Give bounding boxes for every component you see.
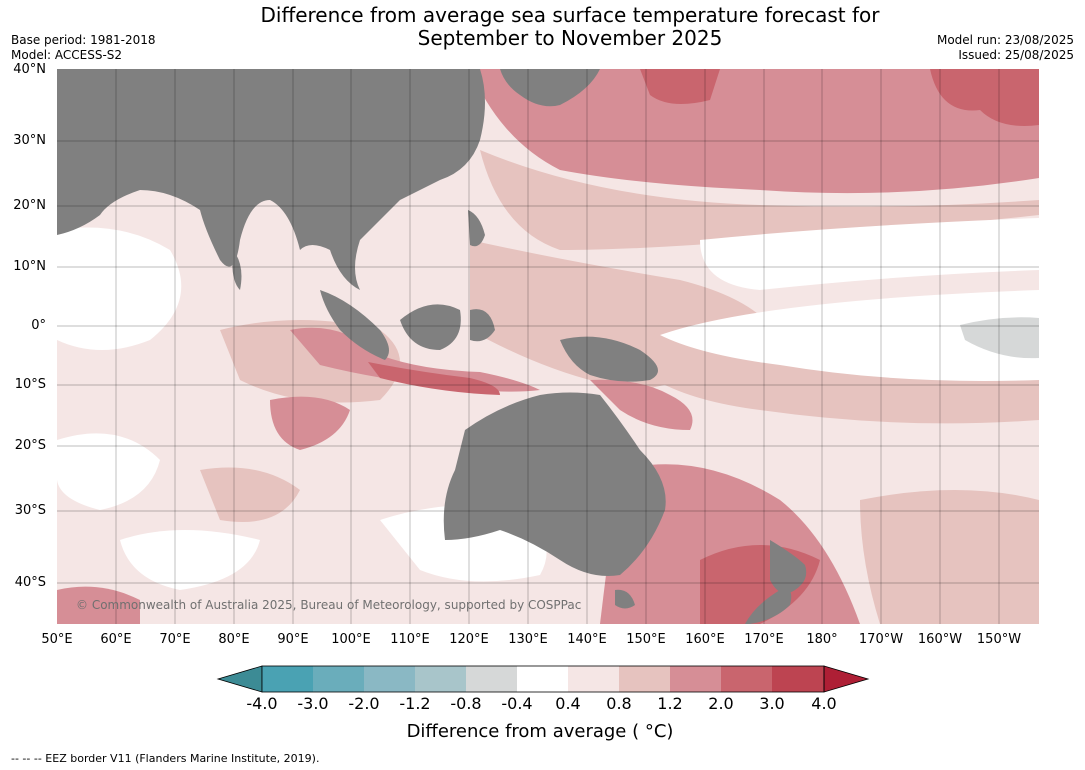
lat-label: 10°N bbox=[13, 259, 46, 274]
colorbar-tick: 3.0 bbox=[759, 694, 785, 713]
colorbar-tick: -0.4 bbox=[501, 694, 533, 713]
sumatra bbox=[320, 290, 389, 360]
colorbar-tick: 2.0 bbox=[708, 694, 734, 713]
lon-label: 160°E bbox=[685, 632, 725, 647]
model-name: Model: ACCESS-S2 bbox=[11, 48, 123, 62]
graticule bbox=[57, 69, 1039, 624]
lon-label: 170°W bbox=[858, 632, 904, 647]
colorbar-tick: -4.0 bbox=[246, 694, 278, 713]
colorbar-tick: -2.0 bbox=[348, 694, 380, 713]
south-indian-warm bbox=[200, 467, 300, 522]
arabian-sea-neutral bbox=[57, 227, 182, 350]
map-title: Difference from average sea surface temp… bbox=[200, 4, 940, 50]
southern-indian-neutral bbox=[120, 530, 260, 590]
north-pacific-hot-spot-2 bbox=[930, 69, 1039, 126]
colorbar-bin bbox=[670, 666, 721, 692]
land-masses bbox=[57, 69, 807, 624]
colorbar-label: Difference from average ( °C) bbox=[406, 721, 674, 742]
japan bbox=[500, 69, 600, 107]
lon-label: 50°E bbox=[41, 632, 73, 647]
colorbar-bin bbox=[721, 666, 772, 692]
map-area bbox=[57, 69, 1039, 624]
indian-ocean-hot-spot bbox=[270, 396, 350, 450]
lon-label: 110°E bbox=[390, 632, 430, 647]
north-pacific-warm-region bbox=[470, 69, 1039, 194]
colorbar-tick: 0.8 bbox=[606, 694, 632, 713]
arabian-peninsula bbox=[57, 163, 104, 213]
colorbar-high-arrow bbox=[823, 665, 870, 693]
eez-footer-note: -- -- -- EEZ border V11 (Flanders Marine… bbox=[11, 752, 320, 765]
title-line-2: September to November 2025 bbox=[417, 26, 723, 50]
lon-label: 80°E bbox=[218, 632, 250, 647]
colorbar-tick: 1.2 bbox=[657, 694, 683, 713]
colorbar bbox=[216, 665, 870, 693]
copyright-notice: © Commonwealth of Australia 2025, Bureau… bbox=[76, 598, 582, 612]
meta-right: Model run: 23/08/2025 Issued: 25/08/2025 bbox=[937, 33, 1074, 63]
lon-label: 90°E bbox=[277, 632, 309, 647]
equatorial-cool-patch bbox=[960, 317, 1039, 359]
lon-label: 130°E bbox=[508, 632, 548, 647]
lon-label: 120°E bbox=[449, 632, 489, 647]
philippines bbox=[468, 210, 485, 247]
colorbar-tick: 0.4 bbox=[555, 694, 581, 713]
colorbar-bin bbox=[517, 666, 568, 692]
lon-label: 140°E bbox=[567, 632, 607, 647]
sri-lanka bbox=[232, 250, 242, 290]
new-guinea bbox=[560, 336, 658, 382]
lon-label: 150°E bbox=[626, 632, 666, 647]
lat-label: 40°N bbox=[13, 62, 46, 77]
lat-label: 30°S bbox=[14, 503, 46, 518]
north-pacific-neutral-band bbox=[700, 218, 1039, 290]
lon-label: 60°E bbox=[100, 632, 132, 647]
borneo bbox=[400, 304, 461, 350]
new-zealand-north bbox=[770, 540, 807, 594]
colorbar-bin bbox=[415, 666, 466, 692]
colorbar-bin bbox=[364, 666, 415, 692]
lat-label: 0° bbox=[31, 318, 46, 333]
lon-label: 150°W bbox=[976, 632, 1022, 647]
coral-sea-warm bbox=[590, 379, 693, 430]
lat-label: 30°N bbox=[13, 133, 46, 148]
colorbar-tick: 4.0 bbox=[811, 694, 837, 713]
new-zealand-south bbox=[745, 589, 792, 624]
colorbar-outline bbox=[261, 665, 825, 693]
north-pacific-hot-spot-1 bbox=[640, 69, 720, 104]
australia bbox=[443, 392, 666, 576]
lon-label: 160°W bbox=[917, 632, 963, 647]
lat-label: 20°S bbox=[14, 438, 46, 453]
lon-label: 180° bbox=[806, 632, 838, 647]
lon-label: 70°E bbox=[159, 632, 191, 647]
colorbar-low-arrow bbox=[216, 665, 263, 693]
meta-left: Base period: 1981-2018 Model: ACCESS-S2 bbox=[11, 33, 156, 63]
colorbar-bin bbox=[466, 666, 517, 692]
base-period: Base period: 1981-2018 bbox=[11, 33, 156, 47]
colorbar-tick: -0.8 bbox=[450, 694, 482, 713]
sulawesi bbox=[470, 309, 495, 342]
lat-label: 10°S bbox=[14, 377, 46, 392]
southwest-indian-neutral bbox=[57, 433, 160, 510]
lon-label: 170°E bbox=[744, 632, 784, 647]
colorbar-bin bbox=[568, 666, 619, 692]
lat-label: 20°N bbox=[13, 198, 46, 213]
lon-label: 100°E bbox=[331, 632, 371, 647]
colorbar-bin bbox=[772, 666, 824, 692]
issued-date: Issued: 25/08/2025 bbox=[958, 48, 1074, 62]
colorbar-bin bbox=[313, 666, 364, 692]
tasmania bbox=[615, 589, 635, 609]
lat-label: 40°S bbox=[14, 575, 46, 590]
colorbar-tick: -1.2 bbox=[399, 694, 431, 713]
model-run: Model run: 23/08/2025 bbox=[936, 33, 1074, 47]
asia-landmass bbox=[57, 69, 485, 290]
colorbar-tick: -3.0 bbox=[297, 694, 329, 713]
title-line-1: Difference from average sea surface temp… bbox=[260, 3, 880, 27]
indonesia-warm bbox=[290, 327, 540, 392]
southwest-warm-corner bbox=[57, 586, 140, 624]
colorbar-bin bbox=[262, 666, 313, 692]
colorbar-bin bbox=[619, 666, 670, 692]
south-pacific-warm bbox=[860, 490, 1039, 624]
java-sea-hot-spot bbox=[368, 362, 500, 395]
equatorial-neutral-tongue bbox=[660, 290, 1039, 381]
